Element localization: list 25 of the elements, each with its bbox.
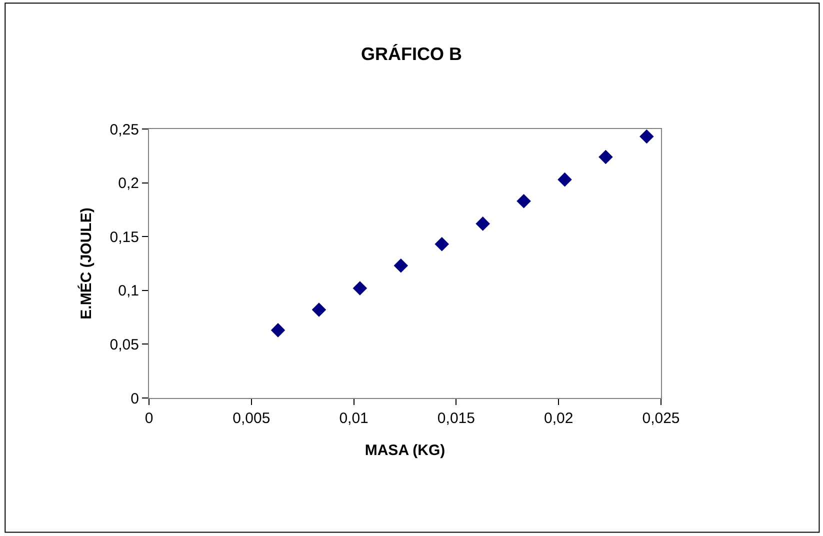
point [352, 281, 368, 296]
point [558, 172, 572, 187]
x-tick-label: 0,025 [642, 410, 680, 427]
y-axis-title: E.MÉC (JOULE) [77, 208, 96, 320]
y-tick-label: 0,05 [110, 336, 139, 354]
x-tick-label: 0,005 [232, 410, 270, 427]
y-tick-label: 0,1 [118, 282, 139, 300]
point [270, 323, 286, 338]
x-axis-title: MASA (KG) [364, 442, 446, 459]
x-tick-label: 0 [144, 410, 154, 427]
point [476, 216, 490, 231]
y-tick-label: 0,2 [118, 175, 139, 192]
x-tick-label: 0,02 [544, 410, 574, 427]
chart-title: GRÁFICO B [361, 44, 462, 64]
y-tick-label: 0,15 [110, 228, 139, 246]
y-tick-label: 0 [130, 390, 139, 408]
point [640, 129, 654, 144]
point [394, 258, 408, 273]
point [598, 150, 613, 164]
point [434, 236, 450, 252]
point [312, 302, 326, 317]
x-tick-label: 0,015 [437, 410, 475, 427]
x-tick-label: 0,01 [339, 410, 368, 427]
y-tick-label: 0,25 [110, 121, 139, 138]
point [516, 194, 531, 208]
